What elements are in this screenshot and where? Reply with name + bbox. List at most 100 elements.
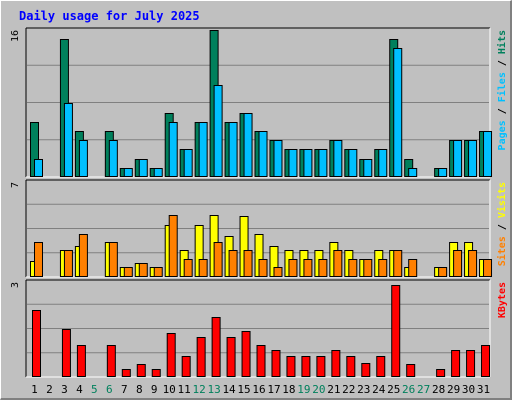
- bar-files-day-28: [438, 168, 448, 177]
- bar-files-day-11: [183, 149, 193, 177]
- bar-kbytes-day-24: [376, 356, 386, 377]
- bar-sites-day-21: [333, 250, 343, 277]
- bar-sites-day-25: [393, 250, 403, 277]
- bar-files-day-15: [243, 113, 253, 177]
- bar-kbytes-day-13: [211, 317, 221, 377]
- x-tick-label: 12: [193, 383, 206, 396]
- bar-files-day-8: [138, 159, 148, 177]
- x-tick-label: 14: [222, 383, 236, 396]
- bar-files-day-29: [453, 140, 463, 177]
- bar-files-day-30: [468, 140, 478, 177]
- bar-files-day-3: [63, 103, 73, 177]
- bar-sites-day-23: [363, 259, 373, 277]
- x-tick-label: 17: [267, 383, 280, 396]
- panel-hits_files_pages: 16 Pages / Files / Hits: [10, 27, 508, 178]
- bar-files-day-12: [198, 122, 208, 177]
- bar-files-day-17: [273, 140, 283, 177]
- bar-sites-day-31: [483, 259, 493, 277]
- bar-kbytes-day-21: [331, 350, 341, 377]
- chart-title: Daily usage for July 2025: [19, 9, 200, 23]
- bar-sites-day-17: [273, 267, 283, 277]
- bar-sites-day-24: [378, 259, 388, 277]
- x-tick-label: 20: [312, 383, 325, 396]
- x-tick-label: 24: [372, 383, 386, 396]
- bar-kbytes-day-20: [316, 356, 326, 377]
- bar-sites-day-16: [258, 259, 268, 277]
- bar-files-day-14: [228, 122, 238, 177]
- bar-kbytes-day-8: [136, 364, 146, 377]
- legend: Sites / Visits: [496, 182, 508, 266]
- bar-files-day-31: [483, 131, 493, 177]
- x-tick-label: 18: [282, 383, 295, 396]
- bar-sites-day-13: [213, 242, 223, 277]
- bar-sites-day-3: [63, 250, 73, 277]
- y-max-label: 16: [10, 30, 21, 42]
- x-tick-label: 28: [432, 383, 445, 396]
- x-tick-label: 5: [91, 383, 98, 396]
- legend-entry: KBytes: [497, 282, 508, 318]
- bar-kbytes-day-11: [181, 356, 191, 377]
- bar-files-day-23: [363, 159, 373, 177]
- bar-sites-day-26: [408, 259, 418, 277]
- bar-files-day-19: [303, 149, 313, 177]
- bar-sites-day-19: [303, 259, 313, 277]
- bar-kbytes-day-30: [466, 350, 476, 377]
- bar-sites-day-4: [78, 234, 88, 277]
- bar-kbytes-day-28: [436, 369, 446, 377]
- bar-kbytes-day-15: [241, 331, 251, 377]
- bar-kbytes-day-26: [406, 364, 416, 377]
- bar-files-day-21: [333, 140, 343, 177]
- x-tick-label: 4: [76, 383, 83, 396]
- x-tick-label: 23: [357, 383, 370, 396]
- x-tick-label: 3: [61, 383, 68, 396]
- legend-entry: Sites: [496, 236, 508, 266]
- bar-sites-day-11: [183, 259, 193, 277]
- bar-sites-day-12: [198, 259, 208, 277]
- bar-sites-day-1: [34, 242, 43, 277]
- bar-files-day-9: [153, 168, 163, 177]
- legend: Pages / Files / Hits: [496, 30, 508, 150]
- bar-files-day-22: [348, 149, 358, 177]
- x-tick-label: 27: [417, 383, 430, 396]
- legend-entry: Hits: [496, 30, 508, 54]
- bar-files-day-1: [34, 159, 43, 177]
- x-tick-label: 13: [207, 383, 220, 396]
- x-tick-label: 16: [252, 383, 265, 396]
- panel-kbytes: 3 KBytes: [10, 279, 508, 378]
- bar-kbytes-day-6: [106, 345, 116, 377]
- bar-sites-day-15: [243, 250, 253, 277]
- legend-separator: /: [497, 102, 508, 120]
- bar-kbytes-day-12: [196, 337, 206, 377]
- bar-kbytes-day-18: [286, 356, 296, 377]
- bar-files-day-10: [168, 122, 178, 177]
- bar-files-day-24: [378, 149, 388, 177]
- bar-sites-day-29: [453, 250, 463, 277]
- x-tick-label: 26: [402, 383, 415, 396]
- bar-kbytes-day-25: [391, 285, 401, 377]
- bar-kbytes-day-17: [271, 350, 281, 377]
- bar-sites-day-30: [468, 250, 478, 277]
- x-tick-label: 9: [151, 383, 158, 396]
- x-tick-label: 19: [297, 383, 310, 396]
- bar-sites-day-9: [153, 267, 163, 277]
- x-tick-label: 29: [447, 383, 460, 396]
- bar-files-day-16: [258, 131, 268, 177]
- bar-files-day-13: [213, 85, 223, 177]
- legend-entry: Visits: [496, 182, 508, 218]
- legend-separator: /: [497, 54, 508, 72]
- bar-sites-day-7: [123, 267, 133, 277]
- x-tick-label: 22: [342, 383, 355, 396]
- x-tick-label: 1: [31, 383, 38, 396]
- bar-kbytes-day-31: [481, 345, 491, 377]
- bar-files-day-4: [78, 140, 88, 177]
- bar-files-day-25: [393, 48, 403, 177]
- x-tick-label: 15: [237, 383, 250, 396]
- bar-files-day-7: [123, 168, 133, 177]
- x-tick-label: 30: [462, 383, 475, 396]
- bar-files-day-18: [288, 149, 298, 177]
- x-tick-label: 6: [106, 383, 113, 396]
- bar-kbytes-day-1: [32, 310, 41, 377]
- x-tick-label: 11: [178, 383, 191, 396]
- legend: KBytes: [497, 282, 508, 318]
